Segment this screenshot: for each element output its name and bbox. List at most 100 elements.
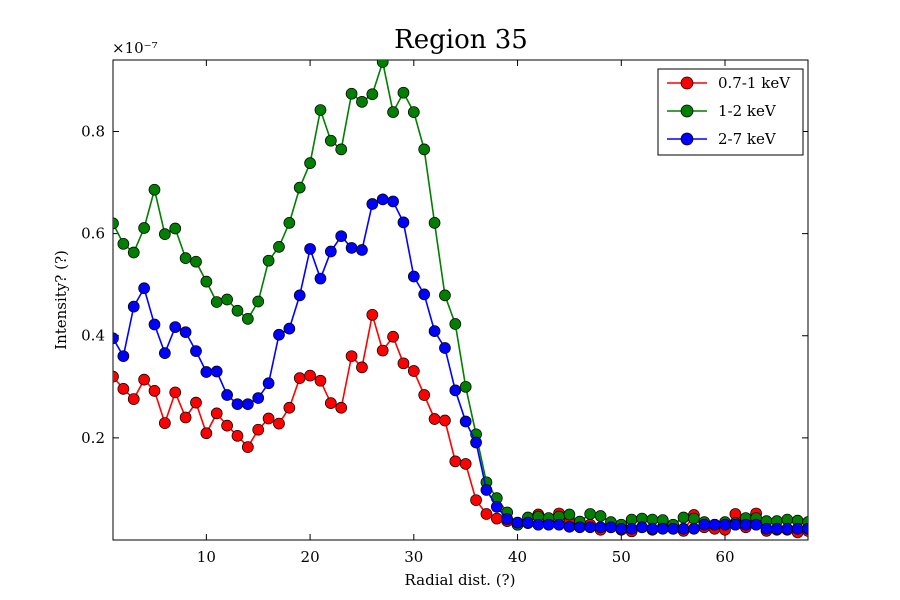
data-point <box>221 419 233 432</box>
data-point <box>449 455 462 468</box>
data-point <box>210 296 223 308</box>
data-point <box>449 384 462 397</box>
data-point <box>418 389 431 401</box>
data-point <box>324 245 337 258</box>
data-point <box>231 429 244 442</box>
data-point <box>605 521 617 534</box>
data-point <box>283 217 296 229</box>
data-point <box>791 522 804 535</box>
data-point <box>750 518 762 531</box>
series-2-7-kev <box>113 193 808 535</box>
data-point <box>594 510 607 522</box>
data-point <box>169 222 182 235</box>
data-point <box>200 427 213 440</box>
data-point <box>459 380 472 393</box>
data-point <box>262 254 275 267</box>
data-point <box>397 86 410 99</box>
x-axis-label: Radial dist. (?) <box>405 571 516 589</box>
x-tick-label: 60 <box>715 548 734 566</box>
data-point <box>345 242 358 254</box>
plot-area: 10 20 30 40 50 60 0.2 0.4 0.6 0.8 <box>81 59 809 566</box>
data-point <box>190 255 202 268</box>
data-point <box>719 518 731 531</box>
plot-frame <box>112 59 809 541</box>
data-point <box>387 195 399 208</box>
data-point <box>428 217 441 229</box>
data-point <box>190 345 202 357</box>
data-point <box>293 181 306 194</box>
legend-label: 0.7-1 keV <box>718 74 791 92</box>
data-point <box>138 373 150 386</box>
data-point <box>584 508 597 520</box>
data-point <box>169 321 182 333</box>
data-point <box>283 322 296 335</box>
chart-title: Region 35 <box>394 25 528 55</box>
x-tick-label: 40 <box>508 548 527 566</box>
data-point <box>252 295 265 308</box>
data-point <box>262 412 275 425</box>
data-point <box>242 398 254 411</box>
data-point <box>242 313 254 325</box>
data-point <box>646 522 659 535</box>
data-point <box>304 243 316 255</box>
data-point <box>335 143 348 156</box>
data-point <box>698 518 711 531</box>
data-point <box>221 389 233 401</box>
data-point <box>407 365 420 377</box>
data-point <box>781 522 794 535</box>
data-point <box>667 522 679 535</box>
data-point <box>221 293 233 306</box>
data-point <box>532 518 545 531</box>
data-point <box>407 106 420 118</box>
data-point <box>656 522 669 535</box>
x-tick-label: 10 <box>197 548 216 566</box>
data-point <box>439 342 451 354</box>
data-point <box>449 318 462 330</box>
data-point <box>573 521 586 534</box>
data-point <box>407 270 420 283</box>
data-point <box>376 193 389 206</box>
data-point <box>283 401 296 414</box>
data-point <box>376 60 389 68</box>
data-point <box>200 275 213 288</box>
data-point <box>708 518 721 531</box>
legend-label: 1-2 keV <box>718 102 777 120</box>
data-point <box>138 222 150 234</box>
legend-marker <box>680 76 694 90</box>
data-point <box>459 458 472 470</box>
data-point <box>273 241 285 253</box>
y-tick-label: 0.8 <box>81 122 105 140</box>
data-point <box>252 392 265 404</box>
data-point <box>356 244 368 256</box>
data-point <box>179 326 192 339</box>
data-point <box>490 500 503 513</box>
data-point <box>594 521 607 534</box>
data-point <box>159 347 171 359</box>
data-point <box>345 87 358 100</box>
data-point <box>117 350 130 363</box>
data-point <box>127 246 140 259</box>
data-point <box>459 415 472 428</box>
data-point <box>397 216 410 229</box>
data-point <box>625 522 638 535</box>
data-point <box>563 520 576 533</box>
x-tick-label: 20 <box>301 548 320 566</box>
data-point <box>293 372 306 384</box>
data-point <box>356 361 368 374</box>
data-point <box>314 272 327 285</box>
data-point <box>314 374 327 387</box>
data-point <box>117 383 130 395</box>
data-point <box>470 494 482 507</box>
data-point <box>304 157 316 169</box>
data-point <box>356 96 368 108</box>
data-point <box>563 508 576 521</box>
data-point <box>418 288 431 301</box>
data-point <box>252 423 265 436</box>
data-point <box>615 522 628 535</box>
data-point <box>138 282 150 295</box>
data-point <box>159 228 171 240</box>
data-point <box>242 441 254 453</box>
data-point <box>159 417 171 429</box>
legend: 0.7-1 keV 1-2 keV 2-7 keV <box>657 68 804 156</box>
